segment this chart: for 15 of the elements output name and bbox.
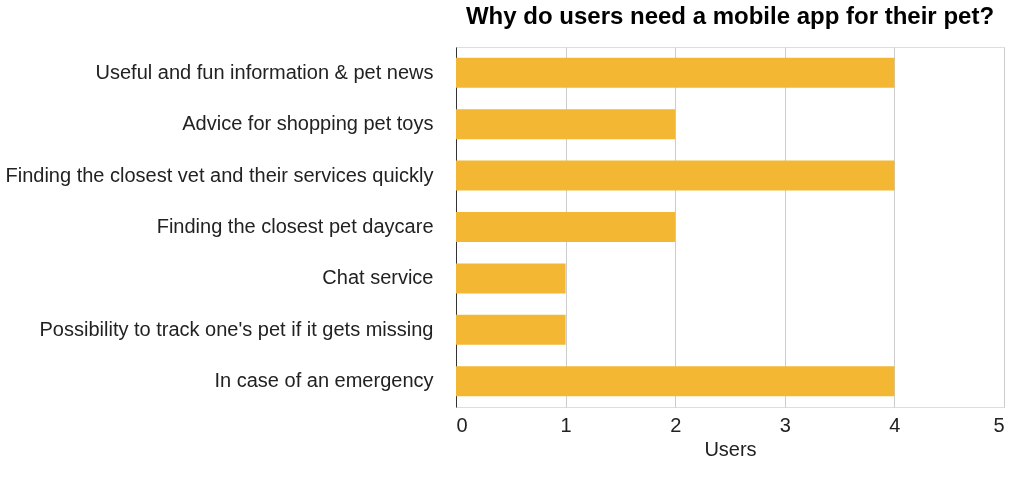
- y-tick-label: Advice for shopping pet toys: [182, 112, 434, 135]
- x-tick-label: 3: [779, 413, 791, 436]
- x-tick-label: 0: [456, 413, 468, 436]
- x-axis-title: Users: [704, 437, 757, 460]
- y-tick-label: In case of an emergency: [214, 369, 434, 392]
- y-tick-label: Finding the closest pet daycare: [156, 215, 434, 237]
- x-tick-label: 1: [560, 413, 572, 436]
- x-tick-label: 4: [889, 413, 901, 436]
- y-tick-label: Useful and fun information & pet news: [95, 60, 434, 83]
- y-tick-label: Chat service: [322, 266, 434, 289]
- x-tick-label: 2: [670, 413, 682, 436]
- y-tick-label: Possibility to track one's pet if it gets missing: [39, 317, 434, 340]
- y-tick-label: Finding the closest vet and their services quickly: [5, 163, 434, 186]
- x-tick-label: 5: [993, 413, 1005, 436]
- chart-title: Why do users need a mobile app for their pet?: [465, 2, 995, 29]
